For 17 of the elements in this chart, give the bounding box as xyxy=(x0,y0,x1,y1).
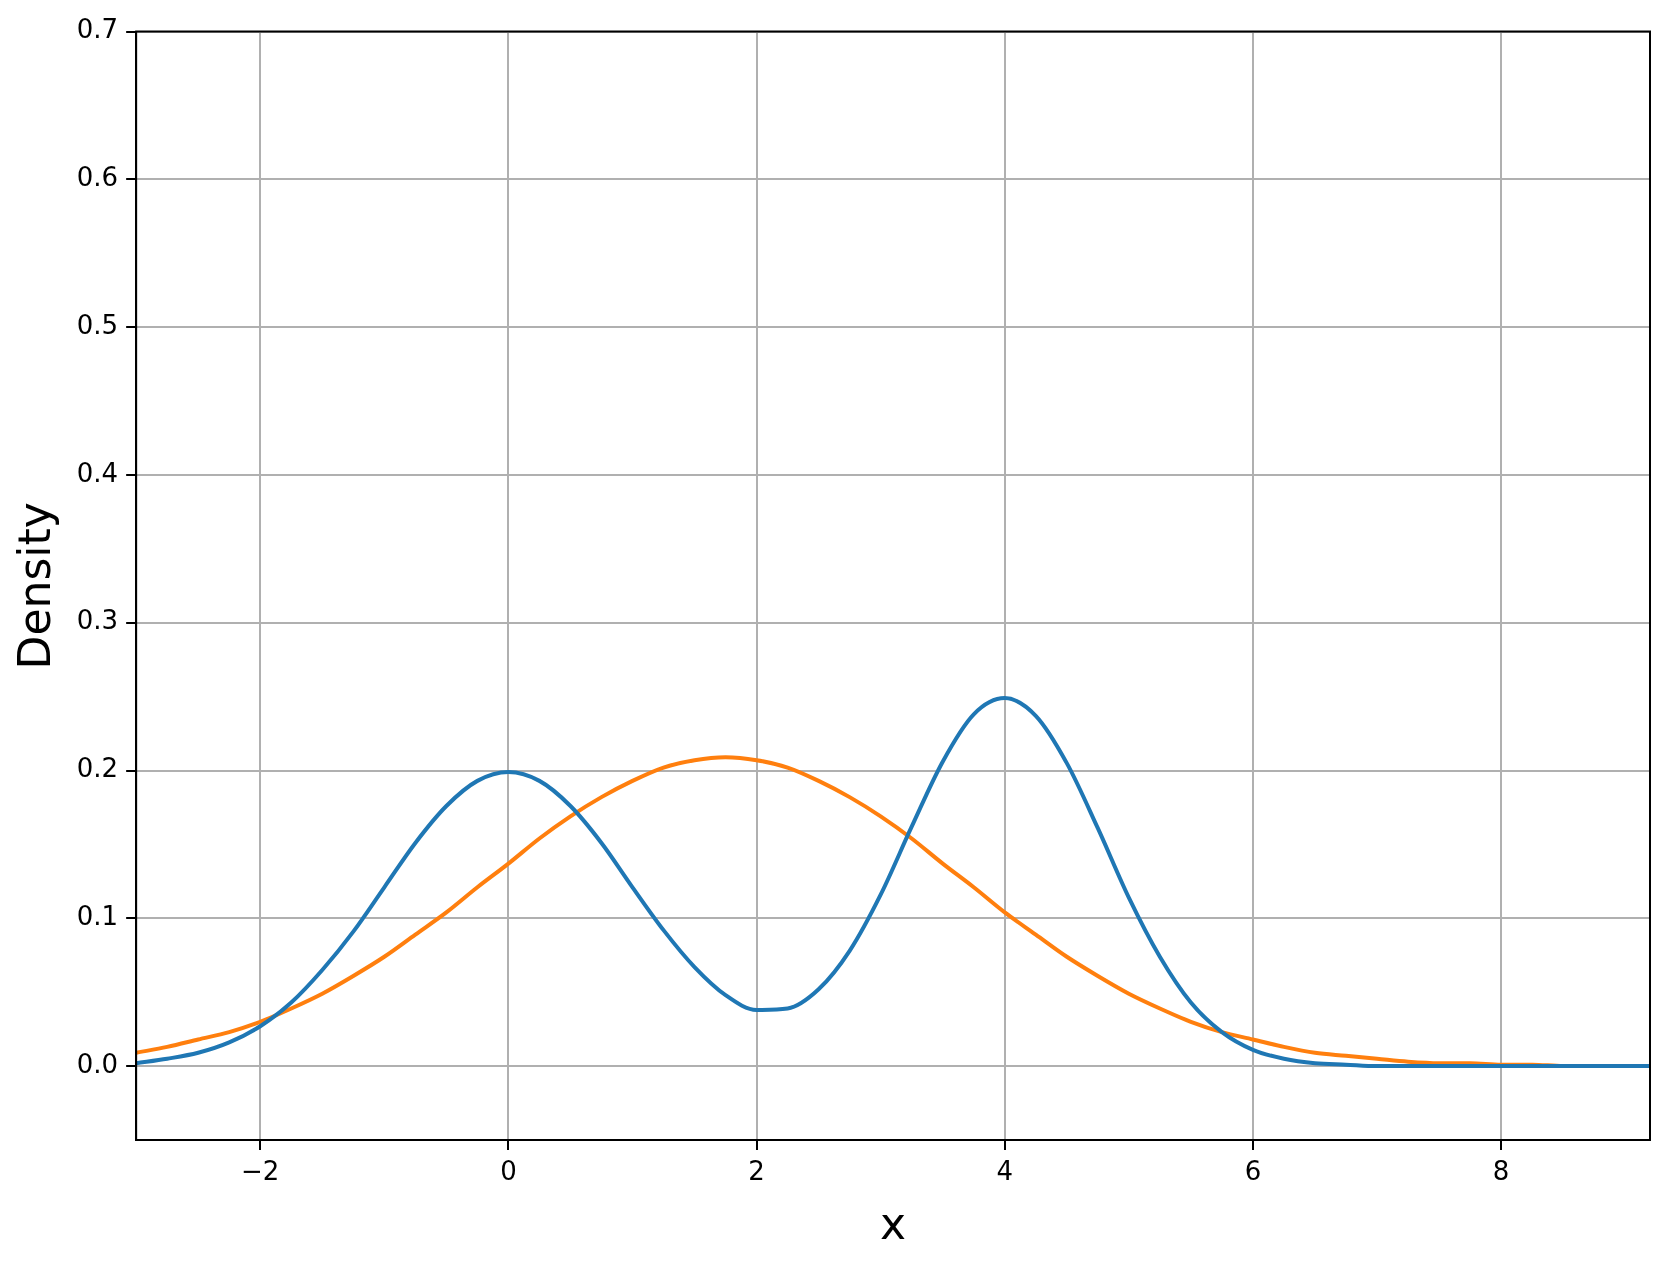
y-tick-label: 0.0 xyxy=(76,1048,119,1079)
x-tick-label: 4 xyxy=(996,1156,1014,1187)
line-series xyxy=(136,696,1650,1069)
x-axis-title: x xyxy=(880,1198,907,1250)
x-tick-label: 8 xyxy=(1492,1156,1510,1187)
x-tick-label: 2 xyxy=(748,1156,765,1187)
y-tick-label: 0.4 xyxy=(76,457,119,488)
y-axis-title: Density xyxy=(8,502,60,670)
x-tick-label: 6 xyxy=(1244,1156,1262,1187)
y-tick-label: 0.2 xyxy=(76,753,119,784)
x-tick-label: −2 xyxy=(241,1156,280,1187)
y-tick-label: 0.6 xyxy=(76,162,119,193)
y-tick-label: 0.1 xyxy=(76,901,119,932)
y-tick-label: 0.3 xyxy=(76,605,119,636)
y-tick-label: 0.5 xyxy=(76,309,119,340)
y-tick-label: 0.7 xyxy=(76,14,119,45)
x-tick-label: 0 xyxy=(500,1156,517,1187)
